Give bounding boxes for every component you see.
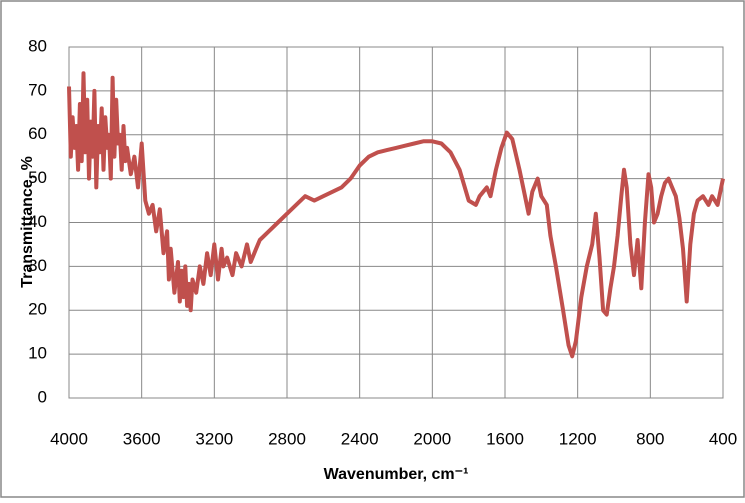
y-tick-label: 10	[28, 344, 47, 363]
y-tick-label: 80	[28, 36, 47, 55]
y-tick-label: 20	[28, 300, 47, 319]
y-axis-label: Transmittance, %	[19, 156, 36, 288]
x-tick-label: 800	[636, 429, 664, 448]
y-tick-label: 30	[28, 256, 47, 275]
x-tick-label: 3200	[195, 429, 233, 448]
y-tick-label: 60	[28, 124, 47, 143]
plot-border	[68, 46, 724, 399]
x-tick-label: 2000	[413, 429, 451, 448]
y-tick-label: 50	[28, 168, 47, 187]
data-line	[67, 71, 725, 359]
x-tick-label: 400	[709, 429, 737, 448]
y-tick-label: 70	[28, 80, 47, 99]
x-tick-label: 4000	[50, 429, 88, 448]
x-tick-label: 1200	[559, 429, 597, 448]
x-tick-label: 1600	[486, 429, 524, 448]
x-tick-label: 2400	[341, 429, 379, 448]
y-tick-label: 40	[28, 212, 47, 231]
x-tick-label: 3600	[123, 429, 161, 448]
x-axis-label: Wavenumber, cm⁻¹	[324, 466, 469, 483]
y-tick-label: 0	[38, 387, 47, 406]
x-tick-label: 2800	[268, 429, 306, 448]
